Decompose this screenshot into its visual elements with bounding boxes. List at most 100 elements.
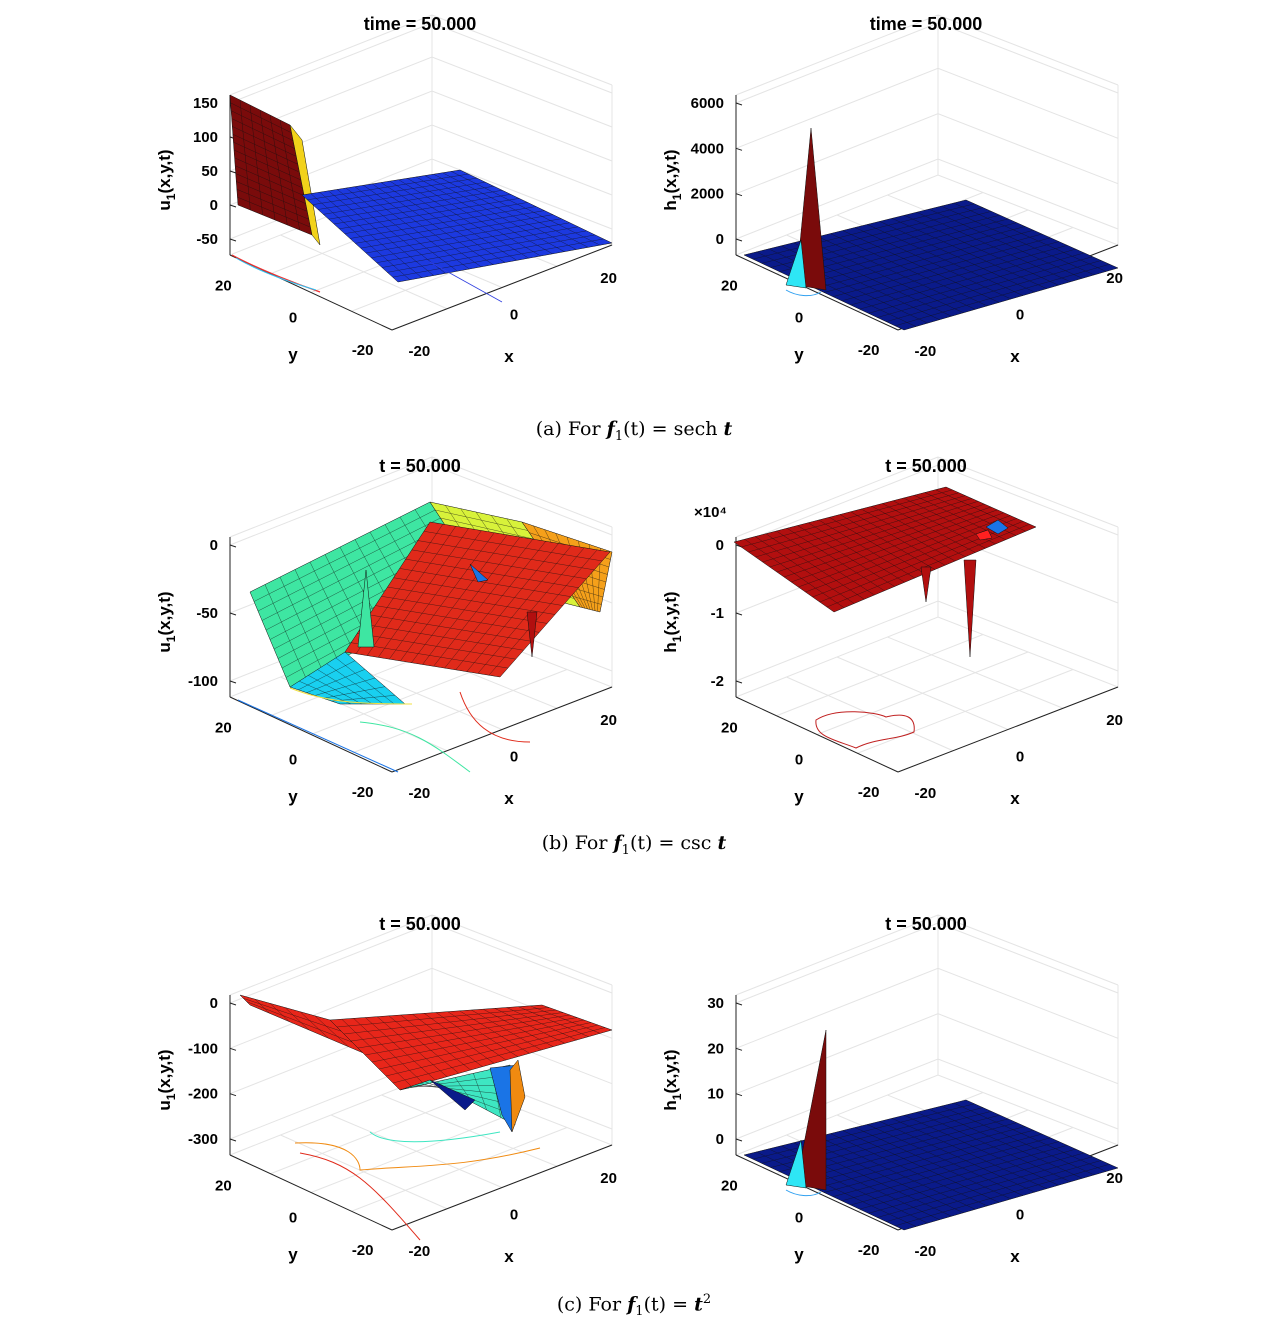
mesh-line (235, 173, 306, 204)
mesh-line (762, 498, 972, 563)
mesh-line (815, 230, 1034, 289)
panel-b-left: 0 -50 -100 20 0 -20 -20 0 20 y x u1(x,y,t) t = 50.00… (130, 442, 630, 837)
surface-plot-svg: 0 -50 -100 20 0 -20 -20 0 20 y x u1(x,y,t) t = 50.00… (155, 456, 617, 808)
mesh-line (385, 1024, 599, 1077)
z-tick-mark (735, 1138, 743, 1142)
z-tick-mark (229, 1047, 237, 1051)
z-tick-label: 4000 (691, 140, 724, 157)
mesh-line (314, 1015, 349, 1047)
z-tick-mark (229, 238, 237, 242)
mesh-line (363, 623, 524, 651)
mesh-line (815, 1130, 1034, 1189)
mesh-line (776, 503, 985, 573)
mesh-line (357, 633, 516, 660)
floor-grid-line (351, 669, 568, 754)
plot-title: t = 50.000 (379, 914, 461, 934)
mesh-line (307, 173, 469, 201)
x-tick-label: -20 (409, 343, 431, 360)
mesh-line (435, 509, 528, 531)
y-tick-label: 20 (721, 1177, 738, 1194)
contour-line (231, 254, 321, 293)
mesh-line (378, 1022, 592, 1070)
z-tick-mark (735, 193, 743, 197)
mesh-line (364, 1017, 578, 1056)
z-tick-label: -50 (196, 231, 218, 248)
z-tick-label: 0 (210, 995, 218, 1012)
mesh-line (841, 1141, 1059, 1202)
floor-plane (228, 1074, 614, 1231)
surface-plot-svg: 30 20 10 0 20 0 -20 -20 0 20 y x h1(x,y,t) t = 50.000 (661, 914, 1123, 1266)
z-tick-mark (229, 680, 237, 684)
mesh-line (371, 222, 570, 259)
wall-edge (431, 456, 613, 528)
z-tick-label: -100 (188, 673, 218, 690)
x-axis-label: x (504, 789, 514, 808)
wall-grid-line (735, 113, 1119, 195)
z-tick-mark (229, 544, 237, 548)
z-tick-label: 50 (201, 163, 218, 180)
z-tick-label: 0 (210, 197, 218, 214)
surface-slope (344, 521, 611, 678)
mesh-line (376, 226, 579, 263)
x-tick-label: -20 (915, 343, 937, 360)
panel-a-right: 6000 4000 2000 0 20 0 -20 -20 0 20 y x h1(x,y,t) time… (636, 0, 1136, 395)
surface-ridge-mesh (243, 998, 356, 1047)
mesh-line (360, 214, 553, 249)
mesh-line (797, 222, 1017, 281)
contour-line (299, 1152, 421, 1241)
wall-edge (937, 914, 1119, 986)
x-tick-label: -20 (409, 785, 431, 802)
z-axis-label: u1(x,y,t) (155, 591, 178, 652)
mesh-line (314, 677, 376, 696)
y-axis-label: y (288, 1245, 298, 1264)
mesh-line (343, 1009, 557, 1035)
mesh-line (232, 134, 298, 165)
mesh-line (306, 669, 366, 693)
mesh-line (823, 1133, 1043, 1193)
x-tick-label: -20 (409, 1243, 431, 1260)
z-tick-label: 0 (716, 537, 724, 554)
panel-b-right: 0 -1 -2 ×10⁴ 20 0 -20 -20 0 20 y x h1(x,y,t) t = 50.0… (636, 442, 1136, 837)
z-tick-mark (735, 680, 743, 684)
x-axis-line (391, 686, 613, 773)
z-tick-mark (735, 612, 743, 616)
surface-spike-face (785, 1139, 807, 1189)
surface-plateau-mesh (307, 171, 604, 281)
mesh-line (371, 1019, 585, 1063)
z-tick-label: 10 (707, 1086, 724, 1103)
x-axis-line (897, 686, 1119, 773)
wall-edge (229, 14, 433, 96)
surface-spike-face (785, 239, 807, 289)
z-tick-label: 0 (716, 1131, 724, 1148)
plot-title: time = 50.000 (870, 14, 983, 34)
mesh-line (806, 1126, 1026, 1185)
surface-spike (795, 1029, 827, 1191)
mesh-line (393, 577, 563, 606)
y-tick-label: -20 (858, 342, 880, 359)
y-tick-label: -20 (352, 342, 374, 359)
z-tick-label: 150 (193, 95, 218, 112)
surface-transition (289, 124, 321, 246)
mesh-line (381, 596, 548, 624)
wall-edge (735, 456, 939, 538)
wall-grid-line (229, 922, 613, 1004)
mesh-line (317, 181, 486, 210)
x-axis-label: x (1010, 347, 1020, 366)
wall-grid-line (735, 1013, 1119, 1095)
mesh-line (333, 194, 511, 225)
mesh-line (231, 110, 294, 141)
z-tick-label: -50 (196, 605, 218, 622)
y-tick-label: 20 (721, 719, 738, 736)
mesh-line (298, 660, 356, 691)
surface-dip (920, 566, 932, 603)
x-tick-label: -20 (915, 785, 937, 802)
y-axis-label: y (288, 787, 298, 806)
contour-line (459, 691, 531, 743)
z-tick-mark (735, 1002, 743, 1006)
mesh-line (748, 492, 959, 553)
floor-grid-line (351, 1127, 568, 1212)
surface-plateau-mesh (752, 1102, 1110, 1227)
contour-line (785, 289, 822, 297)
mesh-line (323, 186, 494, 215)
surface-slope-mesh (351, 524, 603, 676)
